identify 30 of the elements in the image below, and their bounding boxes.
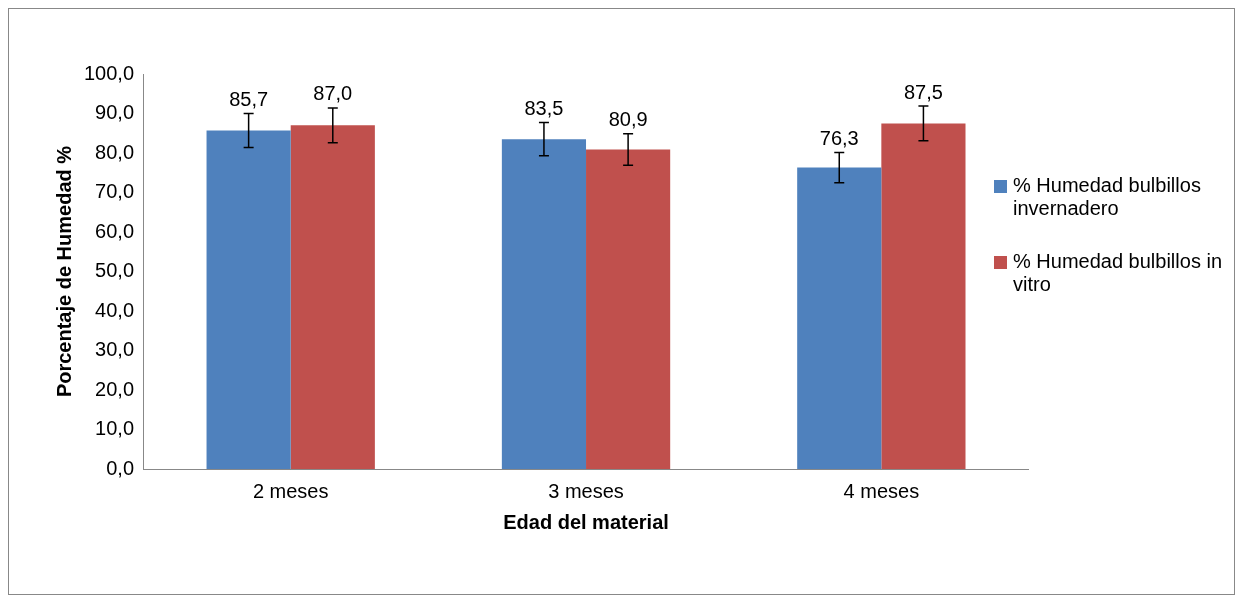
data-label: 80,9 <box>608 108 648 131</box>
legend-label: % Humedad bulbillos invernadero <box>1013 174 1202 220</box>
legend-label: % Humedad bulbillos in vitro <box>1013 250 1223 296</box>
y-tick-label: 10,0 <box>95 417 135 440</box>
bar <box>881 123 966 469</box>
y-tick-label: 80,0 <box>95 140 135 163</box>
y-tick-label: 20,0 <box>95 377 135 400</box>
data-label: 76,3 <box>819 127 859 150</box>
data-label: 87,5 <box>903 80 943 103</box>
bar <box>501 139 587 469</box>
y-axis-title: Porcentaje de Humedad % <box>52 145 75 398</box>
y-tick-label: 70,0 <box>95 180 135 203</box>
x-tick-label: 2 meses <box>252 479 329 502</box>
y-tick-label: 50,0 <box>95 259 135 282</box>
bar <box>586 149 671 469</box>
y-tick-label: 0,0 <box>106 456 135 479</box>
data-label: 83,5 <box>524 97 564 120</box>
y-tick-label: 40,0 <box>95 298 135 321</box>
bar <box>290 125 375 469</box>
x-axis-title: Edad del material <box>503 510 669 533</box>
x-tick-label: 3 meses <box>548 479 624 502</box>
bar <box>206 130 291 469</box>
y-tick-label: 100,0 <box>83 61 135 84</box>
y-tick-label: 60,0 <box>95 219 135 242</box>
y-tick-label: 90,0 <box>95 101 135 124</box>
bar <box>797 167 882 469</box>
data-label: 85,7 <box>229 88 269 111</box>
y-tick-label: 30,0 <box>95 338 135 361</box>
x-tick-label: 4 meses <box>843 479 920 502</box>
data-label: 87,0 <box>313 82 353 105</box>
